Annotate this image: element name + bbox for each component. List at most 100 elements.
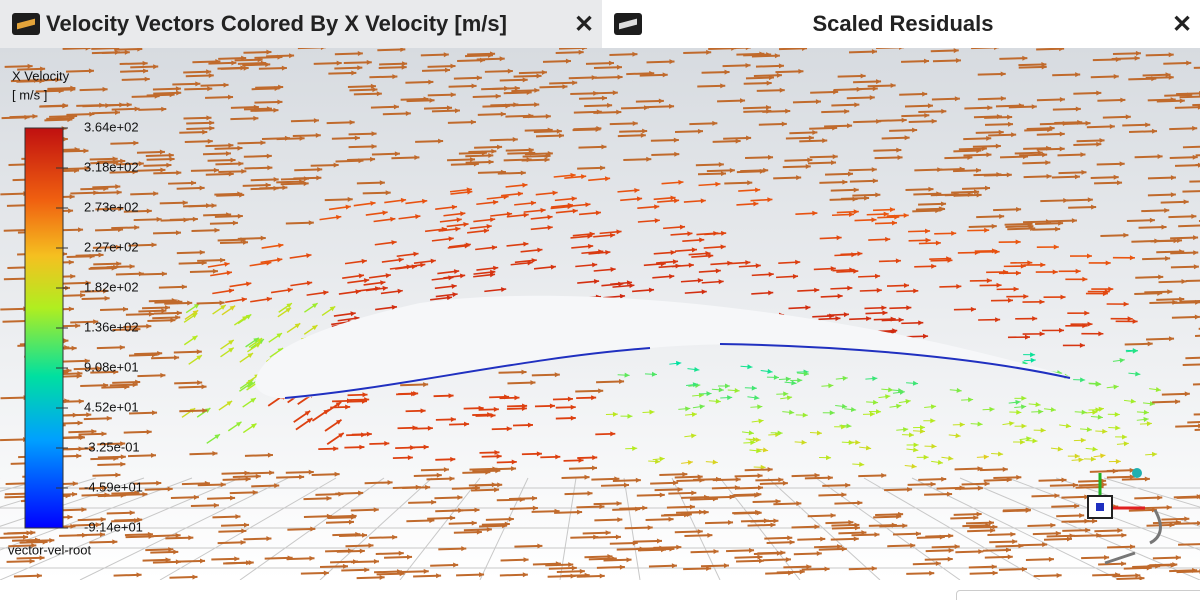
vector-head xyxy=(1031,104,1037,110)
vector-head xyxy=(1058,220,1064,226)
vector-head xyxy=(885,236,891,242)
vector-head xyxy=(774,53,780,59)
vector-head xyxy=(871,217,877,223)
vector-head xyxy=(1074,503,1080,509)
vector-head xyxy=(471,83,477,89)
vector-head xyxy=(1009,421,1015,427)
vector-head xyxy=(345,404,351,410)
vector-head xyxy=(995,317,1001,323)
vector-head xyxy=(456,217,462,223)
vector-head xyxy=(427,425,433,431)
vector-head xyxy=(467,189,473,195)
vector-head xyxy=(129,510,135,516)
vector-head xyxy=(183,217,189,223)
vector-head xyxy=(1087,253,1093,259)
vector-head xyxy=(1038,409,1044,415)
vector-head xyxy=(148,533,154,539)
vector-head xyxy=(1011,132,1017,138)
vector-arrow xyxy=(1176,92,1200,96)
vector-head xyxy=(78,434,84,440)
vector-head xyxy=(255,342,261,348)
colorbar-label: 1.82e+02 xyxy=(84,279,139,294)
vector-head xyxy=(673,137,679,143)
vector-head xyxy=(309,555,315,561)
vector-head xyxy=(494,449,500,455)
vector-head xyxy=(1007,114,1013,120)
vector-head xyxy=(1040,427,1046,433)
vector-head xyxy=(947,257,953,263)
grid-line xyxy=(479,477,529,580)
vector-head xyxy=(1007,297,1013,303)
vector-head xyxy=(812,210,818,216)
vector-head xyxy=(507,68,513,74)
vector-head xyxy=(269,470,275,476)
vector-head xyxy=(816,551,822,557)
vector-head xyxy=(436,573,442,579)
vector-head xyxy=(806,564,812,570)
colorbar-label: 9.08e+01 xyxy=(84,359,139,374)
vector-head xyxy=(865,445,872,451)
vector-head xyxy=(676,544,682,550)
vector-head xyxy=(400,48,406,53)
vector-head xyxy=(996,114,1002,120)
vector-head xyxy=(1144,476,1150,482)
vector-head xyxy=(745,48,750,51)
vector-head xyxy=(246,560,252,566)
vector-head xyxy=(1022,55,1028,61)
vector-head xyxy=(112,156,118,162)
vector-head xyxy=(480,57,486,63)
vector-head xyxy=(277,348,284,354)
vector-head xyxy=(930,481,936,487)
vector-head xyxy=(348,519,354,525)
vector-head xyxy=(1015,270,1021,276)
vector-head xyxy=(153,64,159,70)
vector-head xyxy=(570,172,576,178)
vector-head xyxy=(745,260,751,266)
vector-head xyxy=(1123,232,1129,238)
colorbar-label: -9.14e+01 xyxy=(84,519,143,534)
vector-head xyxy=(571,196,577,202)
vector-head xyxy=(350,311,356,317)
vector-head xyxy=(608,60,614,66)
vector-head xyxy=(323,570,329,576)
grid-line xyxy=(863,477,1041,580)
close-button[interactable]: ✕ xyxy=(1171,10,1193,38)
vector-head xyxy=(1109,124,1115,130)
vector-head xyxy=(697,278,703,284)
vector-head xyxy=(632,51,638,57)
vector-head xyxy=(455,226,461,232)
vector-head xyxy=(1151,128,1158,134)
vector-head xyxy=(1059,146,1065,152)
vector-head xyxy=(76,453,82,459)
vector-head xyxy=(188,535,194,541)
vector-head xyxy=(354,135,360,141)
vector-head xyxy=(626,280,633,286)
vector-head xyxy=(1016,409,1022,415)
vector-head xyxy=(981,146,987,152)
vector-head xyxy=(875,79,882,85)
tab[interactable]: Scaled Residuals ✕ xyxy=(602,0,1200,48)
vector-head xyxy=(1081,409,1087,415)
vector-head xyxy=(986,152,992,158)
vector-arrow xyxy=(1173,495,1200,499)
vector-head xyxy=(642,128,648,134)
vector-head xyxy=(260,140,266,146)
vector-head xyxy=(357,65,363,71)
vector-head xyxy=(1120,97,1126,103)
vector-head xyxy=(1151,451,1158,457)
vector-head xyxy=(460,211,466,217)
vector-head xyxy=(1040,262,1046,268)
vector-head xyxy=(281,65,287,71)
vector-head xyxy=(1025,508,1031,514)
tab[interactable]: Velocity Vectors Colored By X Velocity [… xyxy=(0,0,602,48)
vector-head xyxy=(1091,204,1097,210)
close-button[interactable]: ✕ xyxy=(573,10,595,38)
vector-head xyxy=(836,235,842,241)
vector-head xyxy=(335,402,342,407)
vector-head xyxy=(912,127,918,133)
status-box xyxy=(956,590,1200,600)
vector-head xyxy=(308,220,314,226)
vector-head xyxy=(896,403,902,409)
vector-head xyxy=(1032,316,1038,322)
vector-head xyxy=(902,523,908,529)
